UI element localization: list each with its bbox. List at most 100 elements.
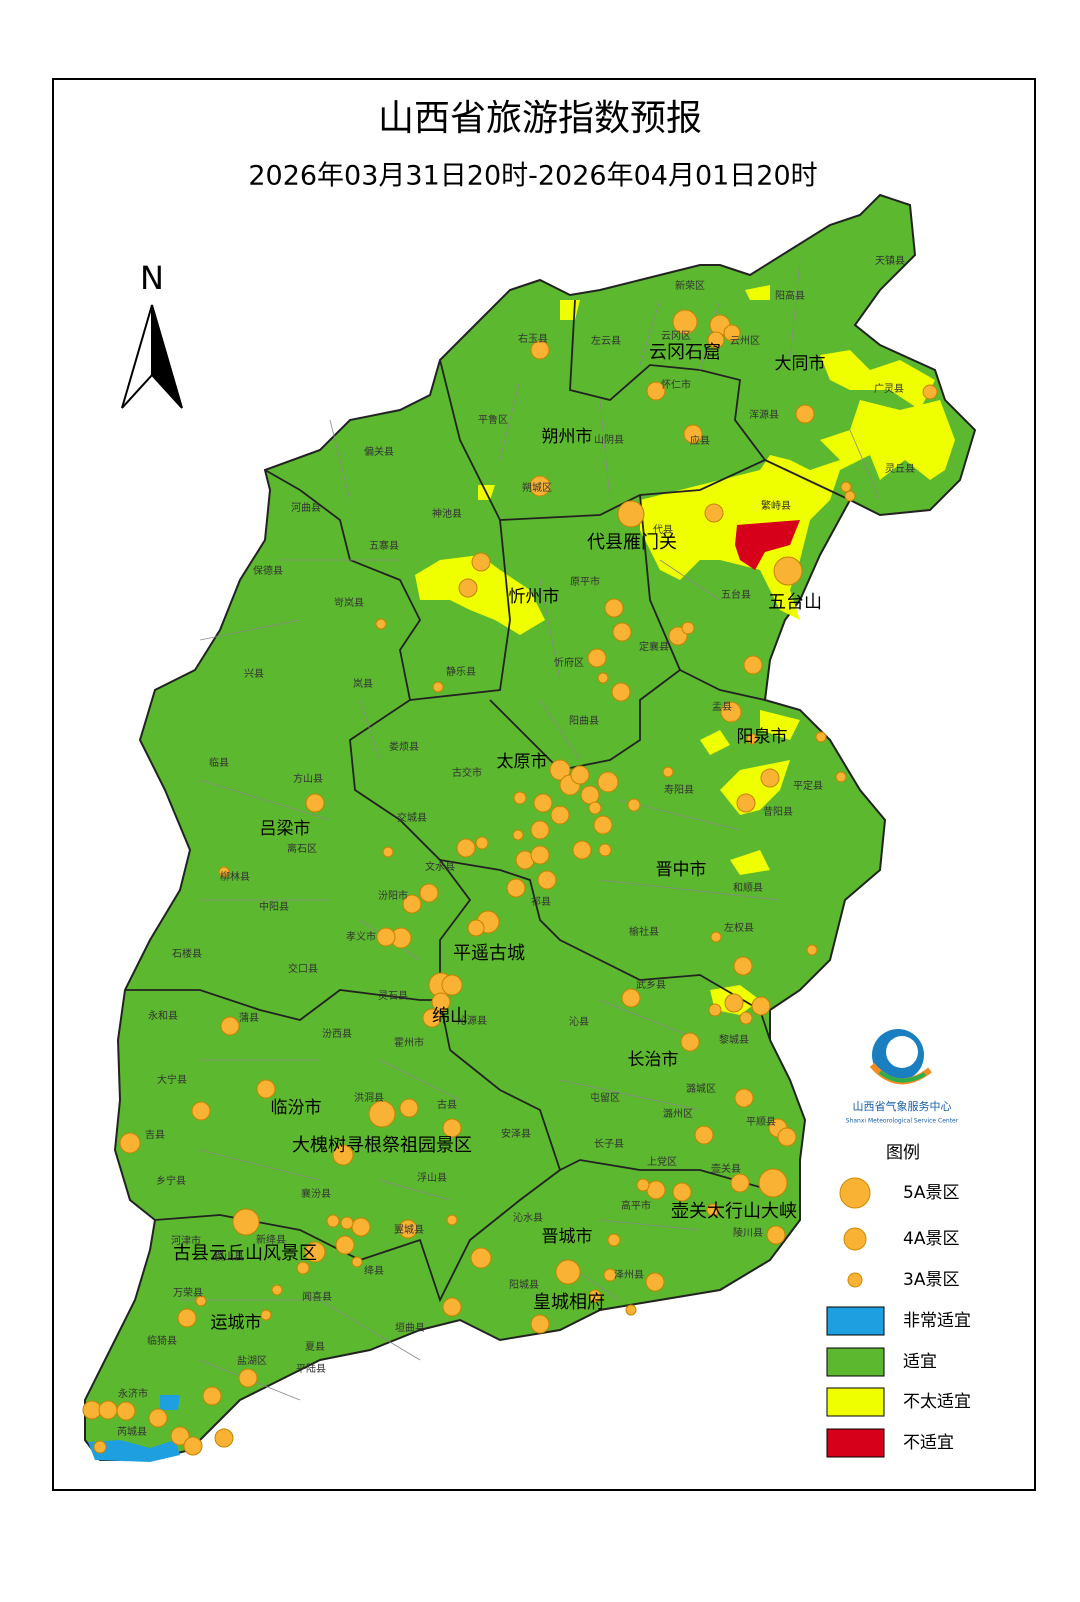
- county-label: 代县: [653, 524, 673, 536]
- scenic-dot: [220, 1016, 240, 1036]
- city-label: 阳泉市: [737, 727, 788, 747]
- county-label: 偏关县: [364, 445, 394, 458]
- scenic-dot: [760, 768, 780, 788]
- scenic-label: 代县雁门关: [587, 532, 677, 553]
- scenic-dot: [723, 324, 741, 342]
- scenic-dot: [549, 759, 571, 781]
- scenic-dot: [646, 1180, 666, 1200]
- county-label: 交口县: [288, 962, 318, 975]
- county-label: 沁县: [569, 1016, 589, 1028]
- city-label: 临汾市: [271, 1098, 322, 1118]
- county-label: 山阴县: [594, 434, 624, 446]
- scenic-dot: [625, 1304, 637, 1316]
- scenic-dot: [662, 766, 674, 778]
- scenic-dot: [399, 1098, 419, 1118]
- scenic-dot: [296, 1261, 310, 1275]
- county-label: 五寨县: [369, 539, 399, 552]
- scenic-dot: [597, 672, 609, 684]
- county-label: 襄汾县: [301, 1187, 331, 1200]
- scenic-dot: [736, 793, 756, 813]
- legend-4a: [843, 1227, 867, 1251]
- scenic-label: 壶关太行山大峡: [671, 1201, 797, 1222]
- scenic-dot: [795, 404, 815, 424]
- county-label: 保德县: [253, 564, 283, 577]
- scenic-dot: [922, 384, 938, 400]
- scenic-dot: [835, 771, 847, 783]
- province: [84, 193, 977, 1462]
- subtitle: 2026年03月31日20时-2026年04月01日20时: [248, 161, 817, 192]
- scenic-dot: [398, 1219, 418, 1239]
- scenic-dot: [607, 1233, 621, 1247]
- county-label: 左云县: [591, 334, 621, 347]
- scenic-dot: [710, 931, 722, 943]
- scenic-dot: [441, 974, 463, 996]
- scenic-dot: [646, 381, 666, 401]
- compass: N: [121, 259, 183, 409]
- scenic-dot: [512, 829, 524, 841]
- county-label: 右玉县: [518, 332, 548, 345]
- scenic-dot: [840, 481, 852, 493]
- scenic-dot: [432, 681, 444, 693]
- scenic-dot: [98, 1400, 118, 1420]
- county-label: 汾西县: [322, 1028, 352, 1040]
- scenic-dot: [232, 1208, 260, 1236]
- county-label: 上党区: [647, 1155, 677, 1168]
- county-label: 平陆县: [296, 1362, 326, 1375]
- scenic-dot: [530, 820, 550, 840]
- scenic-dot: [475, 836, 489, 850]
- scenic-label: 平遥古城: [453, 943, 525, 964]
- scenic-dot: [256, 1079, 276, 1099]
- logo-name: 山西省气象服务中心: [853, 1099, 952, 1113]
- scenic-dot: [672, 1182, 692, 1202]
- scenic-dot: [202, 1386, 222, 1406]
- scenic-label: 绵山: [432, 1006, 468, 1027]
- county-label: 古交市: [452, 766, 482, 779]
- county-label: 芮城县: [117, 1425, 147, 1438]
- county-label: 孝义市: [346, 930, 376, 943]
- county-label: 阳曲县: [569, 715, 599, 727]
- county-label: 神池县: [432, 507, 462, 520]
- scenic-dot: [260, 1309, 272, 1321]
- scenic-dot: [611, 682, 631, 702]
- county-label: 榆社县: [629, 925, 659, 938]
- scenic-dot: [672, 309, 698, 335]
- county-label: 云州区: [730, 335, 760, 347]
- county-label: 盐湖区: [237, 1354, 267, 1367]
- county-label: 平鲁区: [478, 413, 508, 426]
- scenic-dot: [707, 331, 725, 349]
- scenic-dot: [467, 919, 485, 937]
- scenic-dot: [724, 993, 744, 1013]
- legend-3a: [847, 1272, 863, 1288]
- scenic-dot: [636, 1178, 650, 1192]
- scenic-dot: [580, 785, 600, 805]
- legend: 图例 5A景区 4A景区 3A景区 非常适宜 适宜 不太适宜 不适宜: [826, 1143, 971, 1458]
- county-label: 高平市: [621, 1199, 651, 1212]
- scenic-dot: [704, 503, 724, 523]
- county-label: 屯留区: [590, 1091, 620, 1104]
- scenic-dot: [730, 1173, 750, 1193]
- scenic-label: 云冈石窟: [649, 342, 721, 363]
- scenic-dot: [214, 1428, 234, 1448]
- legend-label: 不适宜: [903, 1433, 954, 1453]
- scenic-dot: [604, 598, 624, 618]
- scenic-dot: [376, 927, 396, 947]
- county-label: 阳高县: [775, 289, 805, 302]
- scenic-dot: [570, 765, 590, 785]
- county-label: 交城县: [397, 811, 427, 824]
- scenic-dot: [402, 894, 422, 914]
- county-label: 阳城县: [509, 1279, 539, 1291]
- scenic-dot: [743, 655, 763, 675]
- county-label: 静乐县: [446, 665, 476, 678]
- county-label: 柳林县: [220, 870, 250, 883]
- legend-label: 不太适宜: [903, 1392, 971, 1412]
- county-label: 朔城区: [522, 481, 552, 494]
- scenic-dot: [550, 805, 570, 825]
- county-label: 浮山县: [417, 1172, 447, 1184]
- scenic-label: 皇城相府: [533, 1292, 605, 1313]
- scenic-dot: [119, 1132, 141, 1154]
- county-label: 岢岚县: [334, 597, 364, 609]
- scenic-dot: [506, 878, 526, 898]
- scenic-dot: [530, 1314, 550, 1334]
- county-label: 方山县: [293, 772, 323, 785]
- county-label: 忻府区: [554, 656, 584, 669]
